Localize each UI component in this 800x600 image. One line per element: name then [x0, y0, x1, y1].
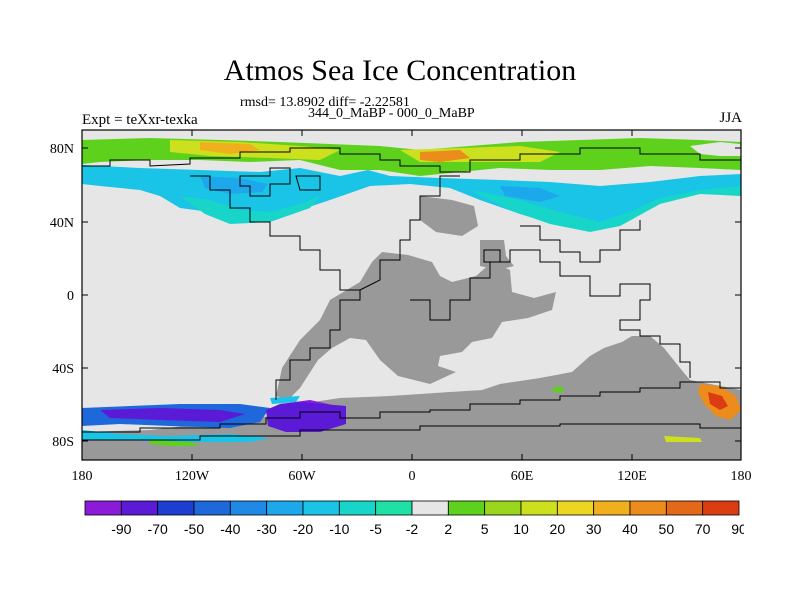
land-mask-south	[82, 336, 741, 460]
colorbar-swatch	[338, 500, 377, 516]
outline-south-pole	[82, 423, 741, 441]
colorbar-swatch	[193, 500, 231, 516]
colorbar-label: -5	[369, 521, 382, 537]
colorbar-swatch	[84, 500, 122, 516]
outline-siberia	[520, 220, 641, 263]
colorbar-swatch	[120, 500, 159, 516]
ice-antarctic-red-east	[708, 392, 728, 410]
colorbar-swatch	[702, 500, 740, 516]
colorbar-swatch	[302, 500, 340, 516]
coastline-outlines	[82, 147, 741, 441]
colorbar-label: -50	[184, 521, 204, 537]
colorbar-label: 30	[586, 521, 602, 537]
ice-antarctic-green-dot	[552, 386, 564, 392]
colorbar-swatch	[593, 500, 631, 516]
colorbar-swatch	[157, 500, 195, 516]
x-tick-180e: 180	[731, 469, 752, 484]
y-tick-0: 0	[67, 289, 74, 304]
outline-gondwana	[410, 249, 691, 378]
x-tick-120e: 120E	[617, 469, 647, 484]
colorbar-label: 90	[731, 521, 744, 537]
colorbar-label: 10	[513, 521, 529, 537]
colorbar-labels: -90 -70 -50 -40 -30 -20 -10 -5 -2 2 5 10 20 30 40 50 70 9…	[111, 521, 744, 537]
colorbar-label: 2	[444, 521, 452, 537]
colorbar-label: -10	[329, 521, 349, 537]
x-tick-180w: 180	[72, 469, 93, 484]
colorbar-swatch	[520, 500, 558, 516]
colorbar-label: -2	[406, 521, 419, 537]
colorbar-label: -20	[293, 521, 313, 537]
colorbar-swatch	[375, 500, 413, 516]
colorbar-label: -40	[220, 521, 240, 537]
ice-arctic-blue-core-2	[500, 186, 560, 202]
outline-island-north	[295, 175, 321, 191]
colorbar: -90 -70 -50 -40 -30 -20 -10 -5 -2 2 5 10 20 30 40 50 70 9…	[84, 500, 744, 537]
ice-arctic-orange-west	[200, 142, 260, 154]
x-tick-60w: 60W	[288, 469, 316, 484]
land-mask-africa	[276, 252, 556, 400]
outline-antarctic-margin	[82, 381, 741, 433]
colorbar-boxes	[84, 500, 740, 516]
y-tick-40n: 40N	[50, 216, 74, 231]
x-tick-60e: 60E	[511, 469, 534, 484]
outline-island-east	[483, 249, 501, 263]
y-tick-80n: 80N	[50, 142, 74, 157]
period-label: 344_0_MaBP - 000_0_MaBP	[308, 106, 475, 121]
ice-antarctic-cyan-fringe	[82, 430, 270, 442]
colorbar-swatch	[229, 500, 268, 516]
colorbar-swatch	[665, 500, 704, 516]
land-mask-north-block	[420, 196, 478, 236]
colorbar-label: 70	[695, 521, 711, 537]
ice-arctic-teal-lower	[180, 196, 320, 224]
outline-greenland	[239, 167, 291, 197]
colorbar-label: 40	[622, 521, 638, 537]
ice-arctic-white-hole	[690, 142, 741, 156]
ice-arctic-orange-east	[420, 150, 470, 162]
colorbar-label: 50	[659, 521, 675, 537]
tick-marks	[81, 130, 742, 460]
colorbar-swatch	[266, 500, 304, 516]
ice-antarctic-purple-west	[100, 408, 245, 422]
y-tick-40s: 40S	[52, 362, 74, 377]
x-tick-0: 0	[409, 469, 416, 484]
colorbar-label: 5	[481, 521, 489, 537]
colorbar-label: -70	[148, 521, 168, 537]
outline-laurentia	[190, 175, 361, 400]
ice-antarctic-cyan-strip	[270, 396, 300, 404]
x-tick-120w: 120W	[175, 469, 210, 484]
colorbar-swatch	[411, 500, 449, 516]
experiment-label: Expt = teXxr-texka	[82, 112, 198, 128]
ice-antarctic-yellow-east	[664, 436, 702, 442]
ice-antarctic-green-fringe	[150, 440, 200, 446]
season-label: JJA	[719, 110, 742, 126]
colorbar-swatch	[447, 500, 486, 516]
plot-title: Atmos Sea Ice Concentration	[223, 54, 577, 87]
ice-antarctic-blue-core	[266, 402, 346, 432]
outline-laurentia-east	[359, 175, 460, 291]
colorbar-label: -90	[111, 521, 131, 537]
colorbar-swatch	[629, 500, 667, 516]
stats-label: rmsd= 13.8902 diff= -2.22581	[240, 95, 410, 110]
ice-arctic-teal-east	[470, 186, 741, 232]
colorbar-label: 20	[550, 521, 566, 537]
map-field	[82, 138, 741, 460]
outline-northern-continent	[82, 147, 741, 173]
colorbar-swatch	[484, 500, 522, 516]
y-tick-80s: 80S	[52, 435, 74, 450]
colorbar-swatch	[556, 500, 595, 516]
colorbar-label: -30	[257, 521, 277, 537]
